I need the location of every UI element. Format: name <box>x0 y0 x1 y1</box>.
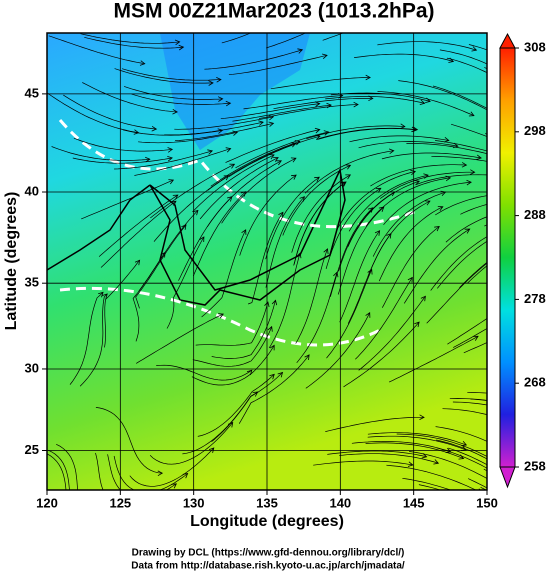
streamline <box>484 67 548 121</box>
arrowhead <box>494 254 499 258</box>
arrowhead <box>521 488 526 492</box>
y-tick-label: 45 <box>25 85 39 100</box>
colorbar-extend <box>500 34 515 48</box>
arrowhead <box>540 155 545 160</box>
streamline <box>485 134 548 168</box>
arrowhead <box>150 501 155 505</box>
x-tick-label: 145 <box>403 495 425 510</box>
x-tick-label: 140 <box>329 495 351 510</box>
colorbar-tick-label: 308 <box>524 39 546 54</box>
x-tick-label: 120 <box>36 495 58 510</box>
arrowhead <box>84 535 89 540</box>
credit: Drawing by DCL (https://www.gfd-dennou.o… <box>132 548 405 559</box>
colorbar-tick-label: 268 <box>524 375 546 390</box>
arrowhead <box>487 108 492 112</box>
y-tick-label: 40 <box>25 183 39 198</box>
arrowhead <box>542 413 547 417</box>
arrowhead <box>531 491 536 496</box>
chart-title: MSM 00Z21Mar2023 (1013.2hPa) <box>114 0 435 23</box>
colorbar-tick-label: 298 <box>524 123 546 138</box>
arrowhead <box>536 231 541 236</box>
colorbar-tick-label: 278 <box>524 291 546 306</box>
x-tick-label: 150 <box>476 495 498 510</box>
x-tick-label: 135 <box>256 495 278 510</box>
arrowhead <box>85 531 90 536</box>
arrowhead <box>531 99 536 104</box>
arrowhead <box>508 514 513 518</box>
x-axis-label: Longitude (degrees) <box>190 513 344 530</box>
x-tick-label: 130 <box>183 495 205 510</box>
y-tick-label: 25 <box>25 442 39 457</box>
colorbar <box>500 48 515 467</box>
arrowhead <box>521 479 526 483</box>
arrowhead <box>497 483 502 487</box>
y-axis-label: Latitude (degrees) <box>3 192 20 331</box>
arrowhead <box>94 525 99 530</box>
arrowhead <box>518 124 523 128</box>
y-tick-label: 35 <box>25 275 39 290</box>
arrowhead <box>527 190 531 195</box>
arrowhead <box>526 167 531 172</box>
colorbar-tick-label: 288 <box>524 207 546 222</box>
arrowhead <box>487 455 492 459</box>
x-tick-label: 125 <box>109 495 131 510</box>
y-tick-label: 30 <box>25 360 39 375</box>
arrowhead <box>533 431 538 435</box>
colorbar-extend <box>500 467 515 487</box>
credit: Data from http://database.rish.kyoto-u.a… <box>131 561 405 572</box>
arrowhead <box>528 160 533 165</box>
colorbar-tick-label: 258 <box>524 458 546 473</box>
arrowhead <box>544 422 548 426</box>
arrowhead <box>526 85 531 90</box>
